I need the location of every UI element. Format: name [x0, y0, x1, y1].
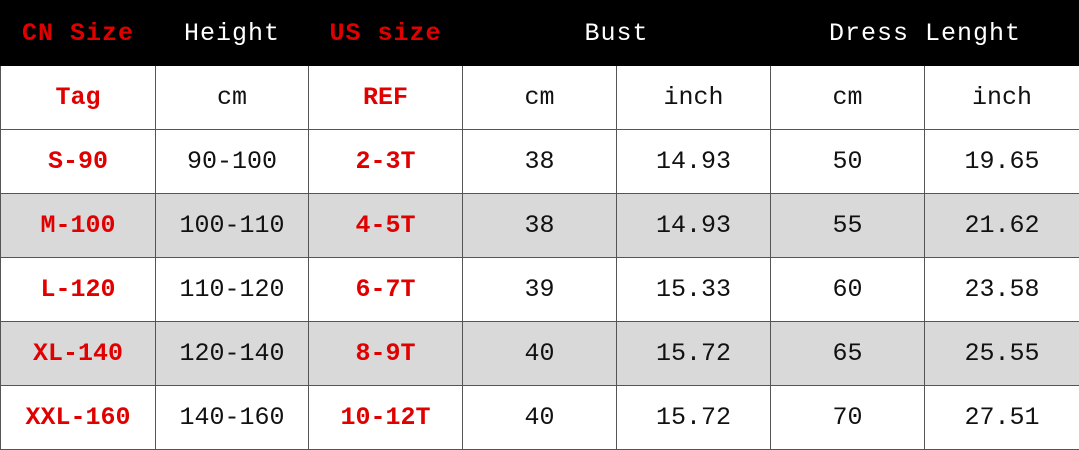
subheader-cell: inch: [925, 66, 1079, 130]
table-cell: XXL-160: [1, 386, 156, 450]
table-cell: 100-110: [156, 194, 309, 258]
subheader-cell: cm: [156, 66, 309, 130]
table-cell: 15.33: [617, 258, 771, 322]
table-cell: 60: [771, 258, 925, 322]
table-cell: 10-12T: [309, 386, 463, 450]
table-cell: L-120: [1, 258, 156, 322]
table-cell: 21.62: [925, 194, 1079, 258]
subheader-cell: Tag: [1, 66, 156, 130]
table-cell: 6-7T: [309, 258, 463, 322]
table-cell: 38: [463, 130, 617, 194]
table-cell: 39: [463, 258, 617, 322]
table-cell: 40: [463, 322, 617, 386]
table-cell: 8-9T: [309, 322, 463, 386]
table-cell: 55: [771, 194, 925, 258]
table-cell: 14.93: [617, 130, 771, 194]
table-cell: 2-3T: [309, 130, 463, 194]
table-cell: 27.51: [925, 386, 1079, 450]
table-cell: 15.72: [617, 322, 771, 386]
table-cell: 40: [463, 386, 617, 450]
table-cell: 110-120: [156, 258, 309, 322]
header-cell: Height: [156, 1, 309, 66]
subheader-cell: cm: [771, 66, 925, 130]
table-cell: 19.65: [925, 130, 1079, 194]
table-cell: 140-160: [156, 386, 309, 450]
table-cell: M-100: [1, 194, 156, 258]
table-cell: 120-140: [156, 322, 309, 386]
subheader-cell: inch: [617, 66, 771, 130]
header-cell: CN Size: [1, 1, 156, 66]
table-cell: 70: [771, 386, 925, 450]
table-cell: S-90: [1, 130, 156, 194]
table-cell: 65: [771, 322, 925, 386]
table-cell: 90-100: [156, 130, 309, 194]
table-cell: XL-140: [1, 322, 156, 386]
table-cell: 15.72: [617, 386, 771, 450]
table-cell: 4-5T: [309, 194, 463, 258]
header-cell: US size: [309, 1, 463, 66]
header-cell: Bust: [463, 1, 771, 66]
table-cell: 38: [463, 194, 617, 258]
table-cell: 50: [771, 130, 925, 194]
subheader-cell: REF: [309, 66, 463, 130]
table-cell: 14.93: [617, 194, 771, 258]
subheader-cell: cm: [463, 66, 617, 130]
table-cell: 23.58: [925, 258, 1079, 322]
header-cell: Dress Lenght: [771, 1, 1079, 66]
table-cell: 25.55: [925, 322, 1079, 386]
